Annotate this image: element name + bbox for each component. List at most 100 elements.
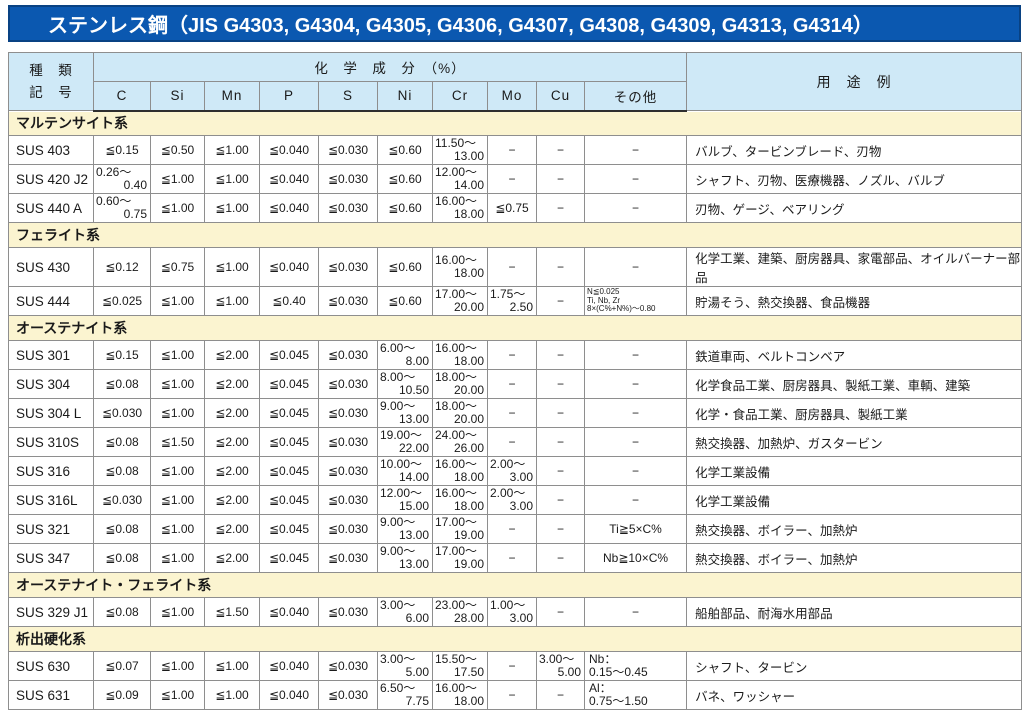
chem-value: −	[487, 543, 537, 573]
page-title: ステンレス鋼（JIS G4303, G4304, G4305, G4306, G…	[8, 5, 1021, 42]
chem-value: ≦0.030	[318, 247, 378, 287]
header-element-other: その他	[583, 81, 688, 112]
chem-value: −	[583, 485, 688, 515]
chem-value: Ti≧5×C%	[583, 514, 688, 544]
header-element-Mn: Mn	[204, 81, 260, 112]
chem-value: −	[487, 247, 537, 287]
table-row: SUS 329 J1 ≦0.08 ≦1.00 ≦1.50 ≦0.040 ≦0.030 3.0…	[8, 597, 1023, 627]
table-row: SUS 631 ≦0.09 ≦1.00 ≦1.00 ≦0.040 ≦0.030 6.50～ 7…	[8, 680, 1023, 710]
chem-range: 1.00～ 3.00	[487, 597, 537, 627]
usage-examples: 化学・食品工業、厨房器具、製紙工業	[686, 398, 1023, 428]
usage-examples: 鉄道車両、ベルトコンベア	[686, 340, 1023, 370]
chem-value: −	[487, 164, 537, 194]
chem-value: ≦0.030	[93, 485, 151, 515]
grade-code: SUS 316	[8, 456, 94, 486]
section-title: オーステナイト系	[7, 315, 1023, 341]
chem-value: ≦0.08	[93, 514, 151, 544]
chem-value: −	[583, 398, 688, 428]
chem-range: 6.00～ 8.00	[377, 340, 433, 370]
chem-value: ≦1.00	[204, 135, 260, 165]
chem-value: ≦0.08	[93, 597, 151, 627]
header-kind-symbol: 種 類 記 号	[8, 52, 94, 111]
chem-range: 23.00～ 28.00	[432, 597, 488, 627]
header-element-P: P	[259, 81, 319, 112]
chem-note: Nb： 0.15～0.45	[583, 651, 688, 681]
chem-value: −	[487, 369, 537, 399]
chem-value: ≦1.00	[204, 286, 260, 316]
chem-value: ≦0.08	[93, 369, 151, 399]
chem-value: ≦0.15	[93, 340, 151, 370]
chem-value: ≦0.030	[318, 427, 378, 457]
chem-value: ≦0.045	[259, 427, 319, 457]
chem-range: 16.00～ 18.00	[432, 456, 488, 486]
section-title: マルテンサイト系	[7, 110, 1023, 136]
chem-value: ≦1.00	[204, 651, 260, 681]
chem-value: ≦0.030	[318, 340, 378, 370]
chem-value: ≦1.00	[150, 680, 205, 710]
table-row: SUS 403 ≦0.15 ≦0.50 ≦1.00 ≦0.040 ≦0.030 ≦0.60 1…	[8, 135, 1023, 165]
chem-value: −	[583, 193, 688, 223]
chem-value: ≦1.00	[150, 164, 205, 194]
chem-value: −	[536, 247, 585, 287]
section-title: フェライト系	[7, 222, 1023, 248]
table-row: SUS 430 ≦0.12 ≦0.75 ≦1.00 ≦0.040 ≦0.030 ≦0.60 1…	[8, 247, 1023, 287]
usage-examples: シャフト、タービン	[686, 651, 1023, 681]
chem-value: ≦1.00	[150, 369, 205, 399]
usage-examples: シャフト、刃物、医療機器、ノズル、バルブ	[686, 164, 1023, 194]
chem-range: 16.00～ 18.00	[432, 680, 488, 710]
grade-code: SUS 430	[8, 247, 94, 287]
section-row: マルテンサイト系	[7, 110, 1023, 136]
chem-value: −	[487, 340, 537, 370]
chem-range: 11.50～ 13.00	[432, 135, 488, 165]
section-row: フェライト系	[7, 222, 1023, 248]
chem-range: 17.00～ 19.00	[432, 543, 488, 573]
chem-value: −	[536, 427, 585, 457]
chem-value: ≦0.60	[377, 164, 433, 194]
chem-value: ≦2.00	[204, 427, 260, 457]
chem-value: ≦2.00	[204, 514, 260, 544]
chem-value: −	[583, 427, 688, 457]
usage-examples: 化学食品工業、厨房器具、製紙工業、車輌、建築	[686, 369, 1023, 399]
chem-value: ≦0.08	[93, 427, 151, 457]
chem-value: −	[536, 485, 585, 515]
chem-range: 17.00～ 20.00	[432, 286, 488, 316]
usage-examples: 化学工業設備	[686, 485, 1023, 515]
grade-code: SUS 329 J1	[8, 597, 94, 627]
chem-range: 3.00～ 5.00	[536, 651, 585, 681]
chem-value: ≦1.00	[150, 398, 205, 428]
grade-code: SUS 316L	[8, 485, 94, 515]
chem-value: ≦2.00	[204, 485, 260, 515]
chem-value: −	[487, 427, 537, 457]
chem-value: ≦1.00	[150, 651, 205, 681]
table-row: SUS 310S ≦0.08 ≦1.50 ≦2.00 ≦0.045 ≦0.030 19.00…	[8, 427, 1023, 457]
chem-value: ≦0.40	[259, 286, 319, 316]
chem-value: −	[487, 135, 537, 165]
section-row: オーステナイト系	[7, 315, 1023, 341]
chem-value: −	[536, 164, 585, 194]
chem-value: ≦0.045	[259, 340, 319, 370]
chem-value: ≦1.50	[204, 597, 260, 627]
chem-value: ≦1.00	[204, 164, 260, 194]
chem-value: ≦0.040	[259, 680, 319, 710]
table-header: 種 類 記 号 化 学 成 分 （%） 用 途 例 C Si Mn P S Ni Cr Mo C…	[8, 52, 1023, 112]
chem-value: ≦0.030	[318, 597, 378, 627]
chem-range: 9.00～ 13.00	[377, 543, 433, 573]
chem-value: −	[487, 651, 537, 681]
chem-value: ≦0.60	[377, 135, 433, 165]
chem-value: ≦0.030	[318, 651, 378, 681]
chem-value: ≦0.60	[377, 286, 433, 316]
chem-value: ≦2.00	[204, 369, 260, 399]
chem-value: ≦0.045	[259, 369, 319, 399]
chem-value: −	[536, 340, 585, 370]
chem-value: ≦0.045	[259, 485, 319, 515]
grade-code: SUS 304 L	[8, 398, 94, 428]
chem-value: ≦0.040	[259, 247, 319, 287]
chem-range: 16.00～ 18.00	[432, 340, 488, 370]
chem-range: 8.00～ 10.50	[377, 369, 433, 399]
chem-value: ≦0.030	[318, 514, 378, 544]
table-row: SUS 630 ≦0.07 ≦1.00 ≦1.00 ≦0.040 ≦0.030 3.00～ 5…	[8, 651, 1023, 681]
chem-value: ≦0.60	[377, 247, 433, 287]
chem-range: 10.00～ 14.00	[377, 456, 433, 486]
chem-range: 1.75～ 2.50	[487, 286, 537, 316]
chem-range: 2.00～ 3.00	[487, 456, 537, 486]
